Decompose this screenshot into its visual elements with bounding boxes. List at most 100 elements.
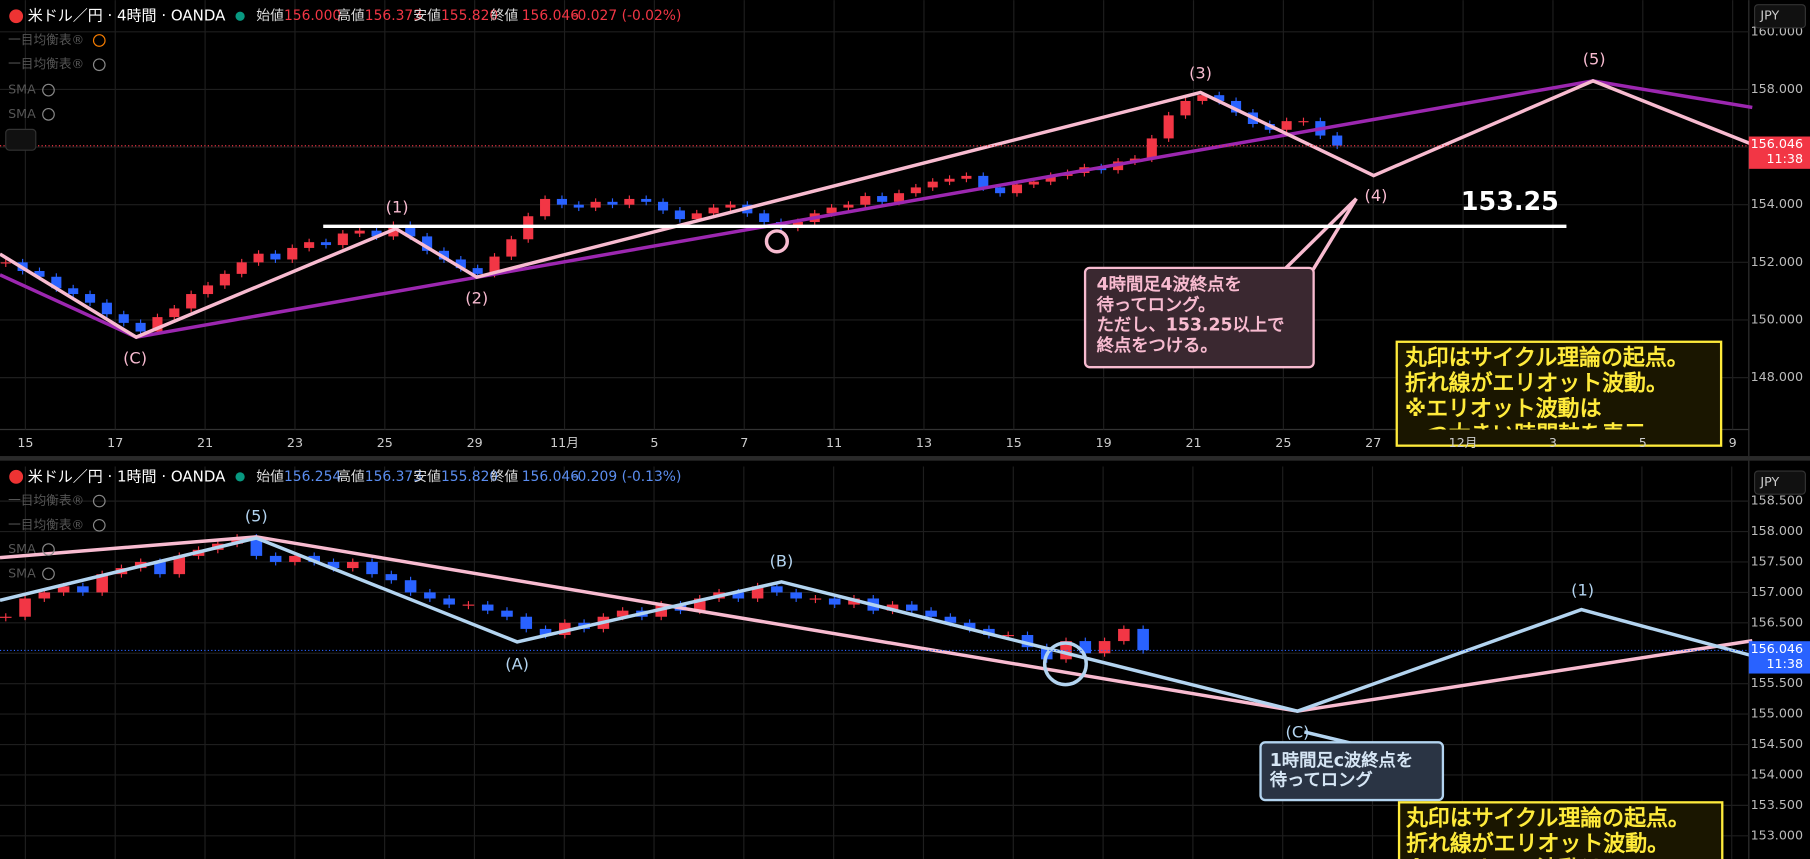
- candle: [422, 236, 433, 251]
- candle: [828, 598, 841, 605]
- candle: [657, 201, 669, 211]
- candle: [1137, 628, 1149, 651]
- candle: [38, 592, 51, 599]
- candle: [1163, 115, 1174, 139]
- y-tick-label: 155.000: [1751, 706, 1803, 721]
- currency-button[interactable]: [1754, 4, 1806, 29]
- ohlc-close: 156.046: [522, 469, 579, 485]
- candle: [135, 322, 146, 332]
- visibility-icon[interactable]: [92, 518, 106, 532]
- candle: [366, 561, 378, 575]
- ohlc-high-label: 高値: [337, 468, 365, 485]
- ohlc-low-label: 安値: [413, 469, 441, 485]
- candle: [674, 210, 685, 220]
- candle: [462, 604, 475, 606]
- ohlc-close-label: 終値: [491, 8, 519, 24]
- wave-label: (2): [465, 289, 488, 308]
- time-left-label: 11:38: [1766, 656, 1803, 671]
- visibility-icon[interactable]: [92, 34, 106, 47]
- candle: [539, 628, 552, 635]
- y-tick-label: 153.500: [1751, 797, 1803, 812]
- candle: [101, 302, 112, 315]
- visibility-icon[interactable]: [92, 494, 106, 508]
- visibility-icon[interactable]: [42, 83, 55, 97]
- wave-label: (5): [245, 507, 268, 526]
- note-box: [1397, 801, 1724, 859]
- candle: [489, 256, 500, 274]
- callout-text: 1時間足c波終点を: [1270, 750, 1413, 771]
- candle: [559, 622, 571, 635]
- note-text: ※エリオット波動は: [1406, 857, 1603, 859]
- callout-box: [1259, 741, 1445, 802]
- candle: [910, 187, 921, 194]
- candle: [424, 592, 436, 599]
- candle: [270, 253, 281, 260]
- wave-label: (3): [1189, 63, 1212, 82]
- y-tick-label: 154.500: [1751, 736, 1803, 751]
- x-tick-label: 12月: [1449, 435, 1478, 450]
- symbol-icon: [9, 9, 24, 24]
- visibility-icon[interactable]: [92, 58, 106, 72]
- candle: [691, 213, 702, 220]
- ohlc-open-label: 始値: [256, 469, 284, 485]
- ohlc-high-label: 高値: [337, 7, 365, 24]
- candle: [540, 198, 551, 217]
- ohlc-change: -0.027 (-0.02%): [573, 8, 682, 24]
- note-text: ※エリオット波動は: [1405, 397, 1602, 422]
- y-tick-label: 153.000: [1751, 827, 1803, 842]
- x-tick-label: 11: [826, 435, 842, 450]
- y-tick-label: 157.500: [1751, 553, 1803, 568]
- indicator-label: 一目均衡表®: [8, 32, 84, 47]
- candle: [725, 204, 736, 208]
- candle: [1180, 100, 1191, 116]
- candle: [1146, 138, 1157, 159]
- candle: [1332, 135, 1343, 146]
- candle: [438, 250, 450, 260]
- candle: [152, 317, 163, 332]
- panel-separator: [0, 456, 1810, 461]
- candle: [118, 314, 129, 323]
- candle: [573, 204, 584, 208]
- visibility-icon[interactable]: [42, 543, 55, 556]
- x-tick-label: 21: [197, 435, 213, 450]
- candle: [19, 598, 31, 617]
- indicator-label: SMA: [8, 82, 36, 97]
- elliott-line: [0, 536, 1753, 713]
- candle: [250, 537, 263, 556]
- callout-text: ただし、153.25以上で: [1097, 316, 1285, 336]
- wave-label: (C): [123, 349, 147, 368]
- candle: [405, 224, 416, 237]
- ohlc-low: 155.820: [441, 469, 498, 485]
- last-price-box: [1748, 641, 1810, 674]
- candle: [404, 580, 417, 593]
- note-box: [1395, 340, 1723, 447]
- note-text: 丸印はサイクル理論の起点。: [1404, 345, 1689, 371]
- callout-text: 待ってロング。: [1097, 294, 1216, 315]
- currency: JPY: [1759, 474, 1779, 489]
- candle: [84, 294, 96, 303]
- candle: [1011, 184, 1023, 194]
- candle: [269, 555, 282, 562]
- visibility-icon[interactable]: [42, 567, 55, 581]
- currency-button[interactable]: [1754, 470, 1806, 495]
- collapse-button[interactable]: [5, 128, 37, 151]
- wave-label: (5): [1583, 50, 1606, 69]
- y-tick-label: 150.000: [1751, 311, 1803, 326]
- candle: [925, 610, 937, 617]
- last-price-label: 156.046: [1751, 136, 1803, 151]
- visibility-icon[interactable]: [42, 108, 55, 121]
- ohlc-open-label: 始値: [256, 8, 284, 24]
- wave-label: (1): [386, 197, 409, 216]
- candle: [771, 586, 783, 593]
- candle: [202, 285, 214, 295]
- last-price-label: 156.046: [1751, 641, 1803, 656]
- candle: [759, 213, 770, 222]
- candle: [154, 561, 166, 575]
- x-tick-label: 13: [916, 435, 932, 450]
- currency: JPY: [1759, 8, 1779, 23]
- candle: [501, 610, 513, 617]
- candle: [927, 181, 938, 188]
- candle: [790, 592, 802, 599]
